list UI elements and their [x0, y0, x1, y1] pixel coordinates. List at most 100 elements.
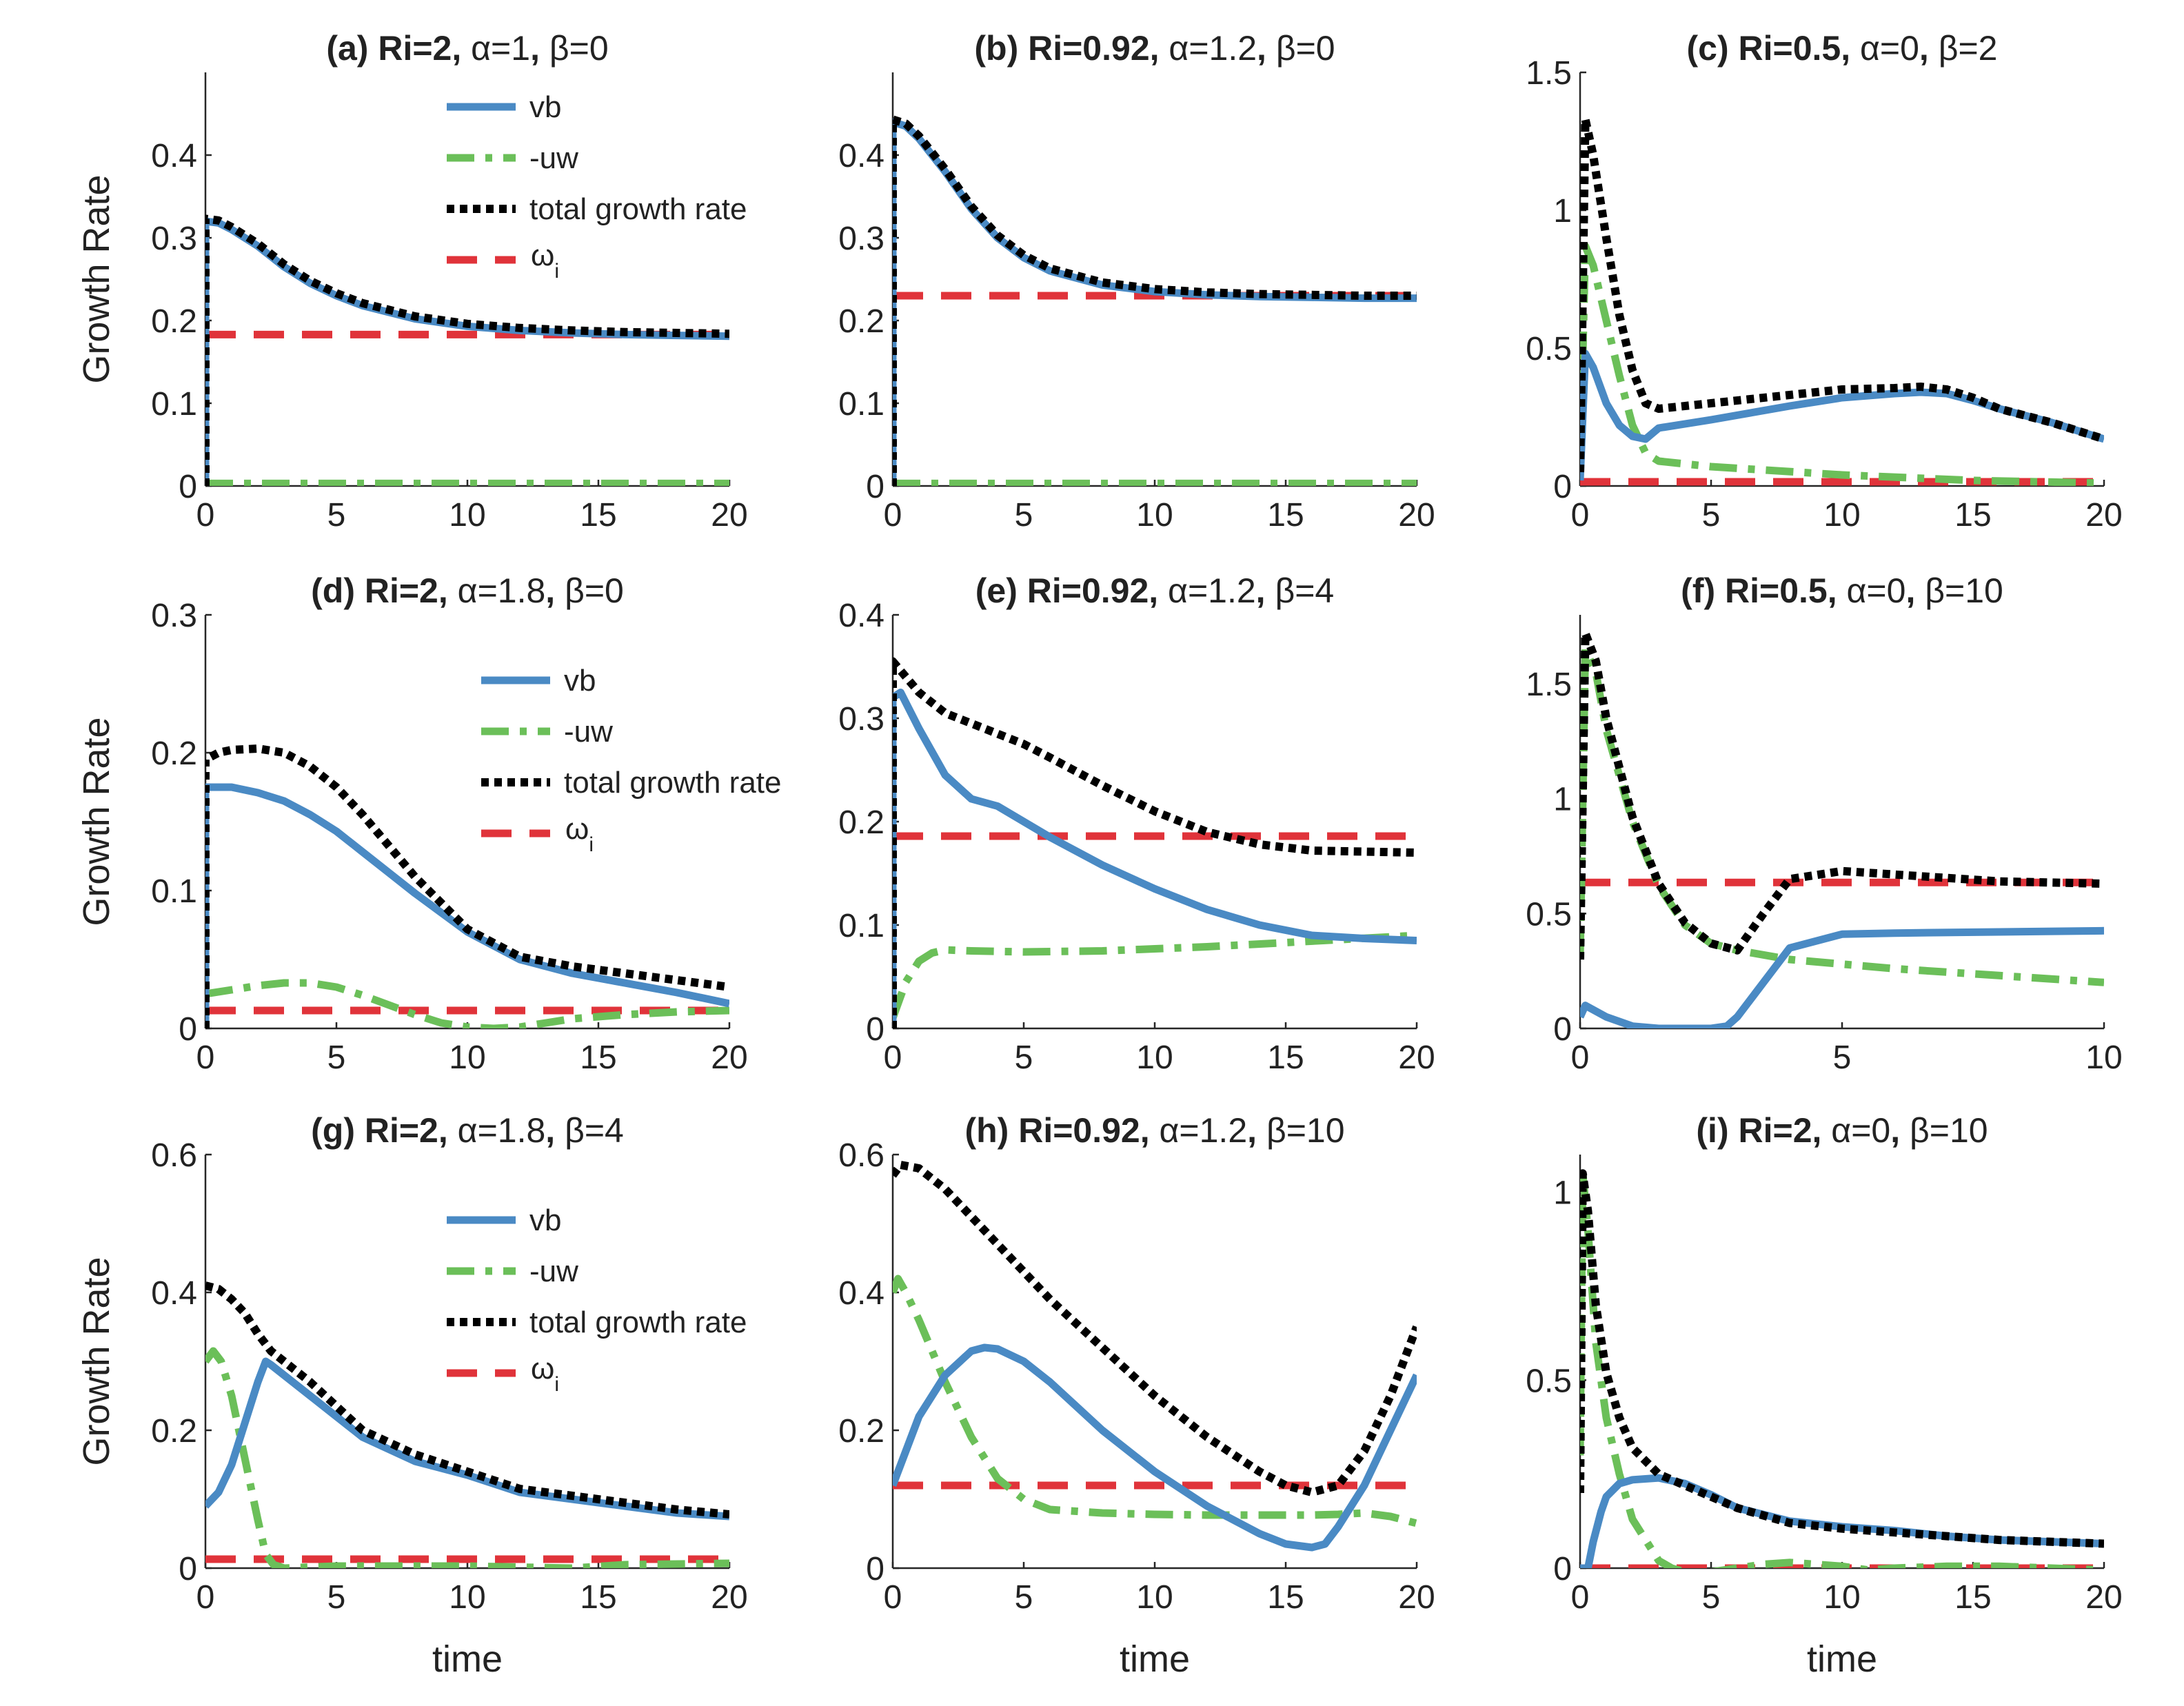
y-tick-label: 0.2	[838, 1413, 884, 1450]
legend: vb -uw total growth rate ωi	[481, 664, 782, 856]
x-tick-label: 10	[1823, 1579, 1860, 1616]
x-tick-label: 10	[1823, 497, 1860, 534]
panel-title: (i) Ri=2, α=0, β=10	[1696, 1111, 1988, 1150]
y-tick-label: 1	[1553, 1175, 1572, 1212]
series-uw-line	[1580, 1169, 2104, 1568]
x-tick-label: 15	[1954, 497, 1991, 534]
panel-c: (c) Ri=0.5, α=0, β=2 0 5 10 15 20 0 0.5 1 1.5	[1526, 29, 2122, 534]
legend-vb-label: vb	[529, 1204, 561, 1237]
panel-title-alpha: α=0	[1831, 1111, 1890, 1150]
y-tick-label: 0.2	[151, 735, 197, 772]
x-tick-label: 10	[449, 1579, 485, 1616]
panel-title-beta: β=10	[1266, 1111, 1345, 1150]
legend-omega-subscript: i	[554, 260, 559, 283]
legend-total-label: total growth rate	[529, 1306, 747, 1339]
x-tick-label: 20	[711, 1579, 747, 1616]
series-group	[893, 1161, 1417, 1552]
panel-h: (h) Ri=0.92, α=1.2, β=10 0 5 10 15 20 0 0.2 0.4 0…	[838, 1111, 1435, 1680]
y-tick-label: 0	[866, 469, 884, 505]
x-tick-label: 10	[1136, 1039, 1173, 1076]
y-tick-label: 0.4	[838, 138, 884, 174]
y-tick-label: 0.1	[838, 386, 884, 423]
panel-title-prefix: (f) Ri=0.5,	[1681, 571, 1846, 610]
x-tick-label: 5	[327, 497, 346, 534]
y-tick-label: 1.5	[1526, 55, 1572, 92]
series-total-line	[1580, 629, 2104, 960]
panel-title-prefix: (b) Ri=0.92,	[974, 29, 1169, 68]
series-vb-line	[1580, 349, 2104, 481]
x-tick-label: 5	[1702, 497, 1721, 534]
series-group	[1580, 1169, 2104, 1568]
x-tick-label: 10	[449, 497, 485, 534]
x-tick-label: 15	[580, 497, 616, 534]
panel-title-prefix: (d) Ri=2,	[311, 571, 458, 610]
y-tick-label: 0.3	[838, 221, 884, 257]
panel-title-beta: β=0	[1276, 29, 1335, 68]
y-tick-label: 0.5	[1526, 331, 1572, 367]
x-tick-label: 10	[1136, 1579, 1173, 1616]
y-tick-label: 0	[179, 1011, 197, 1048]
panel-title-alpha: α=1.8	[458, 571, 546, 610]
legend-uw-label: -uw	[529, 1255, 578, 1288]
panel-title-beta: β=2	[1939, 29, 1998, 68]
legend-omega-symbol: ω	[531, 238, 554, 272]
panel-title: (e) Ri=0.92, α=1.2, β=4	[975, 571, 1335, 610]
legend: vb -uw total growth rate ωi	[447, 1204, 747, 1396]
panel-title-prefix: (i) Ri=2,	[1696, 1111, 1831, 1150]
y-tick-label: 0	[1553, 469, 1572, 505]
x-tick-label: 10	[1136, 497, 1173, 534]
x-tick-label: 5	[327, 1579, 346, 1616]
panel-f: (f) Ri=0.5, α=0, β=10 0 5 10 0 0.5 1 1.5	[1526, 571, 2122, 1076]
series-total-line	[205, 214, 729, 486]
x-tick-label: 15	[1267, 1579, 1304, 1616]
y-tick-label: 0.6	[838, 1137, 884, 1174]
series-uw-line	[205, 979, 729, 1028]
x-tick-label: 20	[711, 1039, 747, 1076]
series-group	[1580, 115, 2104, 486]
x-axis-label: time	[1807, 1638, 1877, 1680]
x-tick-label: 20	[1398, 1039, 1435, 1076]
y-tick-label: 0.3	[838, 701, 884, 738]
y-tick-label: 0	[1553, 1551, 1572, 1587]
y-axis-label: Growth Rate	[76, 174, 117, 383]
series-group	[205, 214, 729, 486]
y-tick-label: 0.1	[151, 873, 197, 910]
panel-title: (h) Ri=0.92, α=1.2, β=10	[964, 1111, 1344, 1150]
x-tick-label: 5	[1015, 1039, 1033, 1076]
y-tick-label: 0	[1553, 1011, 1572, 1048]
legend-omega-label: ωi	[531, 1352, 559, 1396]
legend-omega-label: ωi	[565, 812, 594, 856]
y-tick-label: 0.5	[1526, 896, 1572, 933]
panel-title-beta: β=0	[565, 571, 624, 610]
x-tick-label: 20	[1398, 1579, 1435, 1616]
legend: vb -uw total growth rate ωi	[447, 90, 747, 283]
y-tick-label: 0.1	[151, 386, 197, 423]
y-tick-label: 0.5	[1526, 1363, 1572, 1399]
panel-title-separator: ,	[1919, 29, 1939, 68]
x-tick-label: 5	[1015, 1579, 1033, 1616]
y-tick-label: 0.4	[838, 598, 884, 634]
panel-title: (a) Ri=2, α=1, β=0	[326, 29, 608, 68]
legend-uw-label: -uw	[529, 141, 578, 175]
y-tick-label: 1	[1553, 193, 1572, 230]
legend-vb-label: vb	[529, 90, 561, 124]
legend-omega-label: ωi	[531, 238, 559, 283]
series-group	[1580, 629, 2104, 1028]
y-tick-label: 0.4	[838, 1275, 884, 1312]
panels: (a) Ri=2, α=1, β=00 5 10 15 2000.10.20.30.4G…	[76, 29, 2123, 1680]
legend-vb-label: vb	[564, 664, 596, 698]
panel-title: (d) Ri=2, α=1.8, β=0	[311, 571, 624, 610]
x-tick-label: 15	[580, 1039, 616, 1076]
legend-omega-symbol: ω	[565, 812, 589, 846]
series-total-line	[893, 115, 1417, 486]
x-tick-label: 0	[884, 1579, 902, 1616]
panel-title: (f) Ri=0.5, α=0, β=10	[1681, 571, 2003, 610]
y-tick-label: 0.6	[151, 1137, 197, 1174]
panel-title-prefix: (h) Ri=0.92,	[964, 1111, 1159, 1150]
x-tick-label: 0	[196, 1579, 215, 1616]
series-vb-line	[893, 1343, 1417, 1552]
x-tick-label: 0	[196, 497, 215, 534]
x-axis-label: time	[432, 1638, 503, 1680]
